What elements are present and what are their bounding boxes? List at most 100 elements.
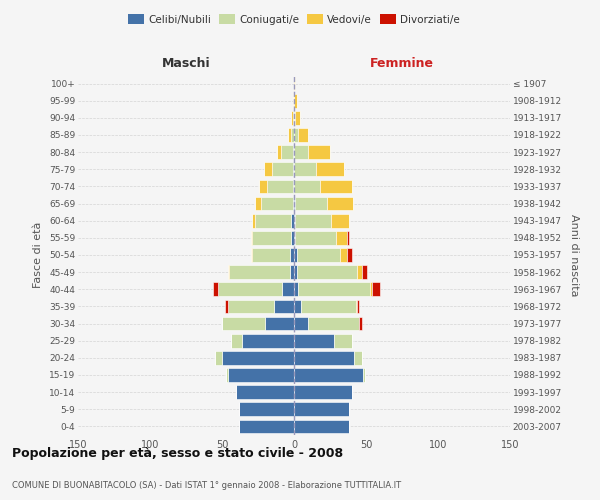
Bar [277, 146, 281, 159]
Bar [347, 231, 349, 244]
Bar [214, 282, 218, 296]
Bar [359, 316, 362, 330]
Bar [294, 420, 349, 434]
Bar [336, 231, 347, 244]
Bar [255, 196, 261, 210]
Bar [294, 368, 363, 382]
Bar [252, 248, 290, 262]
Bar [229, 266, 290, 279]
Bar [295, 111, 300, 124]
Bar [363, 368, 365, 382]
Bar [226, 368, 228, 382]
Bar [294, 196, 295, 210]
Bar [370, 282, 372, 296]
Bar [294, 402, 349, 416]
Bar [320, 180, 352, 194]
Bar [294, 76, 295, 90]
Bar [293, 146, 294, 159]
Text: COMUNE DI BUONABITACOLO (SA) - Dati ISTAT 1° gennaio 2008 - Elaborazione TUTTITA: COMUNE DI BUONABITACOLO (SA) - Dati ISTA… [12, 481, 401, 490]
Bar [356, 300, 358, 314]
Bar [222, 351, 294, 364]
Bar [239, 402, 294, 416]
Bar [294, 94, 297, 108]
Bar [294, 266, 297, 279]
Bar [251, 231, 252, 244]
Bar [261, 196, 293, 210]
Bar [294, 351, 355, 364]
Bar [316, 162, 344, 176]
Bar [298, 282, 370, 296]
Bar [290, 266, 294, 279]
Bar [222, 316, 265, 330]
Bar [259, 180, 266, 194]
Bar [294, 316, 308, 330]
Bar [293, 94, 294, 108]
Bar [293, 180, 294, 194]
Bar [294, 300, 301, 314]
Bar [283, 282, 294, 296]
Bar [281, 146, 293, 159]
Bar [291, 111, 293, 124]
Bar [293, 196, 294, 210]
Text: Maschi: Maschi [161, 57, 211, 70]
Y-axis label: Anni di nascita: Anni di nascita [569, 214, 578, 296]
Bar [228, 300, 274, 314]
Bar [355, 351, 362, 364]
Bar [252, 214, 255, 228]
Legend: Celibi/Nubili, Coniugati/e, Vedovi/e, Divorziati/e: Celibi/Nubili, Coniugati/e, Vedovi/e, Di… [124, 10, 464, 29]
Bar [301, 300, 356, 314]
Bar [274, 300, 294, 314]
Text: Femmine: Femmine [370, 57, 434, 70]
Bar [288, 128, 291, 142]
Bar [340, 248, 347, 262]
Bar [251, 248, 252, 262]
Bar [294, 111, 295, 124]
Bar [294, 146, 308, 159]
Bar [294, 162, 316, 176]
Bar [215, 351, 222, 364]
Bar [347, 248, 352, 262]
Bar [295, 196, 327, 210]
Bar [362, 266, 367, 279]
Bar [218, 282, 283, 296]
Y-axis label: Fasce di età: Fasce di età [34, 222, 43, 288]
Bar [294, 214, 295, 228]
Bar [294, 180, 320, 194]
Bar [228, 368, 294, 382]
Bar [297, 266, 358, 279]
Bar [264, 162, 272, 176]
Bar [293, 162, 294, 176]
Bar [265, 316, 294, 330]
Bar [290, 248, 294, 262]
Bar [308, 316, 359, 330]
Bar [242, 334, 294, 347]
Bar [327, 196, 353, 210]
Bar [294, 248, 297, 262]
Bar [331, 214, 349, 228]
Bar [266, 180, 293, 194]
Bar [236, 386, 294, 399]
Bar [291, 231, 294, 244]
Bar [252, 231, 291, 244]
Bar [294, 386, 352, 399]
Bar [358, 266, 362, 279]
Bar [372, 282, 380, 296]
Bar [295, 214, 331, 228]
Bar [295, 231, 336, 244]
Bar [293, 111, 294, 124]
Bar [298, 128, 308, 142]
Bar [358, 300, 359, 314]
Bar [308, 146, 330, 159]
Bar [297, 248, 340, 262]
Bar [228, 266, 229, 279]
Text: Popolazione per età, sesso e stato civile - 2008: Popolazione per età, sesso e stato civil… [12, 447, 343, 460]
Bar [239, 420, 294, 434]
Bar [291, 128, 294, 142]
Bar [334, 334, 352, 347]
Bar [294, 334, 334, 347]
Bar [294, 282, 298, 296]
Bar [225, 300, 228, 314]
Bar [230, 334, 242, 347]
Bar [291, 214, 294, 228]
Bar [294, 231, 295, 244]
